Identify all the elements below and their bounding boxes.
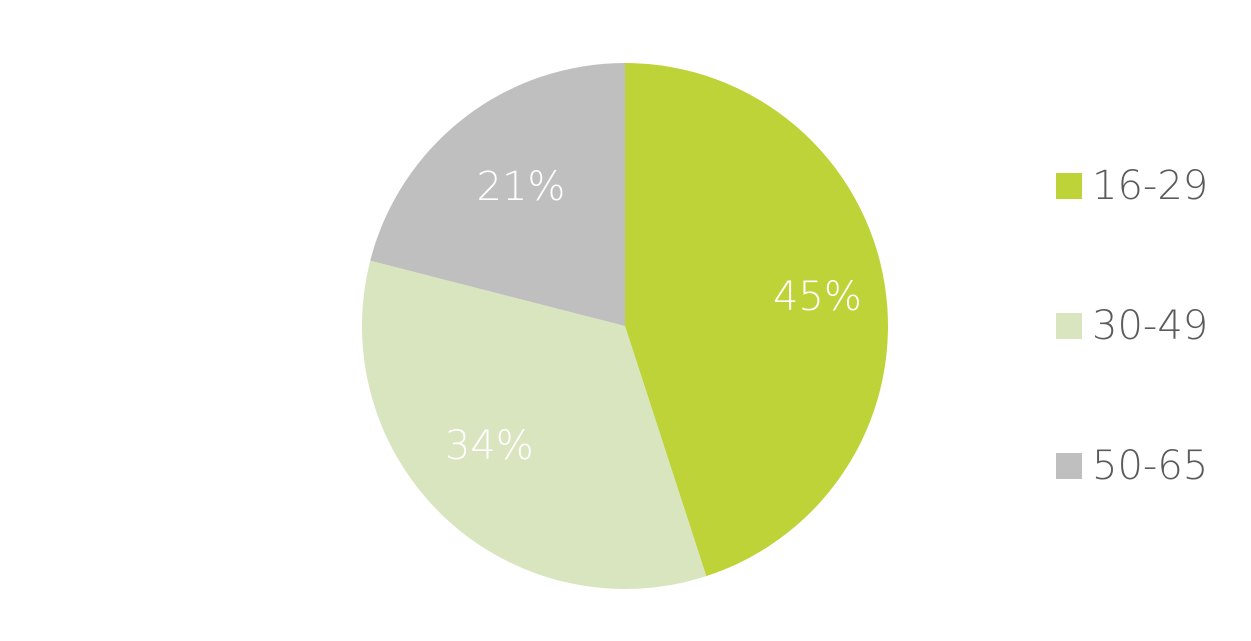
legend-label-30-49: 30-49: [1092, 303, 1209, 349]
data-label-30-49: 34%: [445, 423, 534, 469]
data-label-50-65: 21%: [477, 164, 566, 210]
pie-slice-50-65: [370, 63, 625, 326]
legend-swatch-50-65: [1056, 453, 1082, 479]
legend-item-16-29: 16-29: [1056, 160, 1236, 212]
legend-label-16-29: 16-29: [1092, 163, 1209, 209]
pie-slice-30-49: [362, 260, 707, 589]
data-label-16-29: 45%: [773, 274, 862, 320]
legend-item-50-65: 50-65: [1056, 440, 1236, 492]
legend-swatch-16-29: [1056, 173, 1082, 199]
pie-slice-16-29: [625, 63, 888, 577]
legend: 16-29 30-49 50-65: [1056, 160, 1236, 492]
legend-label-50-65: 50-65: [1092, 443, 1209, 489]
legend-swatch-30-49: [1056, 313, 1082, 339]
legend-item-30-49: 30-49: [1056, 300, 1236, 352]
